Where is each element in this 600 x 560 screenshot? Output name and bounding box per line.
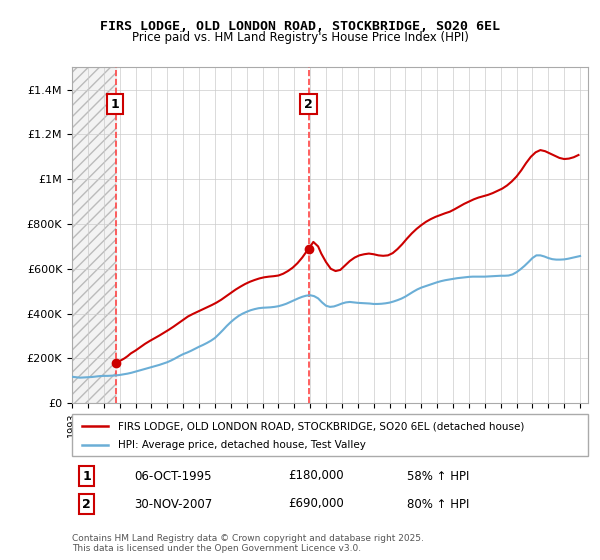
- Text: Contains HM Land Registry data © Crown copyright and database right 2025.
This d: Contains HM Land Registry data © Crown c…: [72, 534, 424, 553]
- Bar: [72, 67, 116, 403]
- Text: 06-OCT-1995: 06-OCT-1995: [134, 469, 211, 483]
- Text: 30-NOV-2007: 30-NOV-2007: [134, 497, 212, 511]
- Text: 1: 1: [111, 97, 119, 110]
- Text: £180,000: £180,000: [289, 469, 344, 483]
- Text: 2: 2: [304, 97, 313, 110]
- Bar: [116, 67, 309, 403]
- Text: FIRS LODGE, OLD LONDON ROAD, STOCKBRIDGE, SO20 6EL: FIRS LODGE, OLD LONDON ROAD, STOCKBRIDGE…: [100, 20, 500, 32]
- FancyBboxPatch shape: [72, 414, 588, 456]
- Text: HPI: Average price, detached house, Test Valley: HPI: Average price, detached house, Test…: [118, 440, 367, 450]
- Text: £690,000: £690,000: [289, 497, 344, 511]
- Text: Price paid vs. HM Land Registry's House Price Index (HPI): Price paid vs. HM Land Registry's House …: [131, 31, 469, 44]
- Text: 1: 1: [82, 469, 91, 483]
- Text: 58% ↑ HPI: 58% ↑ HPI: [407, 469, 470, 483]
- Text: 80% ↑ HPI: 80% ↑ HPI: [407, 497, 470, 511]
- Bar: [72, 67, 116, 403]
- Text: FIRS LODGE, OLD LONDON ROAD, STOCKBRIDGE, SO20 6EL (detached house): FIRS LODGE, OLD LONDON ROAD, STOCKBRIDGE…: [118, 421, 525, 431]
- Text: 2: 2: [82, 497, 91, 511]
